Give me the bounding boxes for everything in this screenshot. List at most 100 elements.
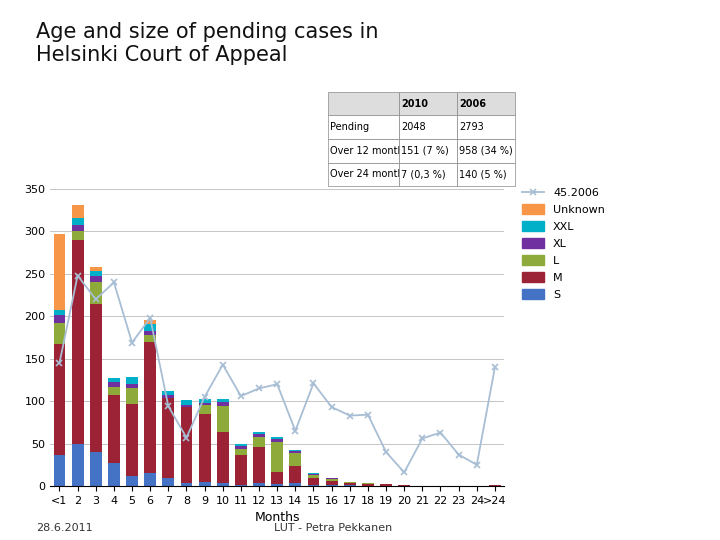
Bar [217, 406, 229, 431]
Bar [253, 437, 265, 447]
Bar [90, 303, 102, 452]
45.2006 [127, 339, 136, 346]
45.2006 [255, 385, 264, 392]
Bar [253, 483, 265, 486]
Bar [217, 402, 229, 406]
Bar [217, 483, 229, 486]
Text: 28.6.2011: 28.6.2011 [36, 523, 93, 534]
Bar [344, 483, 356, 485]
45.2006 [91, 296, 100, 302]
Bar [199, 482, 210, 486]
Bar [53, 315, 66, 323]
45.2006 [364, 411, 372, 418]
Bar [289, 465, 301, 483]
45.2006 [164, 403, 173, 409]
Bar [90, 275, 102, 282]
Bar [289, 449, 301, 451]
45.2006 [200, 394, 209, 400]
Bar [53, 310, 66, 315]
Bar [90, 282, 102, 303]
Bar [181, 483, 192, 486]
Bar [144, 320, 156, 324]
Bar [144, 324, 156, 330]
Bar [72, 205, 84, 218]
Bar [53, 323, 66, 345]
Bar [163, 391, 174, 395]
Bar [217, 431, 229, 483]
Bar [108, 382, 120, 387]
Bar [235, 455, 247, 485]
Bar [325, 479, 338, 481]
Bar [199, 399, 210, 403]
Bar [362, 483, 374, 484]
Bar [72, 218, 84, 225]
Bar [199, 406, 210, 414]
Bar [325, 485, 338, 486]
Bar [253, 434, 265, 437]
45.2006 [273, 381, 282, 387]
Bar [90, 271, 102, 275]
Text: Age and size of pending cases in
Helsinki Court of Appeal: Age and size of pending cases in Helsink… [36, 22, 379, 65]
X-axis label: Months: Months [254, 511, 300, 524]
45.2006 [472, 462, 481, 468]
Bar [108, 387, 120, 395]
Bar [181, 400, 192, 404]
Bar [90, 452, 102, 486]
Bar [144, 473, 156, 486]
Bar [271, 437, 283, 440]
Bar [53, 234, 66, 310]
45.2006 [328, 404, 336, 410]
Bar [108, 378, 120, 382]
Bar [108, 395, 120, 463]
Bar [398, 485, 410, 486]
Bar [307, 473, 320, 474]
Bar [72, 443, 84, 486]
45.2006 [346, 413, 354, 419]
Bar [53, 345, 66, 455]
Line: 45.2006: 45.2006 [57, 273, 498, 475]
Bar [253, 431, 265, 434]
45.2006 [454, 451, 463, 458]
45.2006 [55, 360, 64, 366]
Bar [163, 398, 174, 478]
Bar [235, 449, 247, 455]
Bar [108, 463, 120, 486]
45.2006 [73, 272, 82, 279]
Bar [144, 335, 156, 342]
Bar [344, 485, 356, 486]
Bar [289, 483, 301, 486]
45.2006 [309, 380, 318, 387]
Bar [235, 485, 247, 486]
Bar [72, 225, 84, 232]
Bar [289, 453, 301, 465]
Bar [307, 475, 320, 477]
Bar [126, 377, 138, 384]
Bar [489, 485, 501, 486]
Bar [90, 267, 102, 271]
Bar [253, 447, 265, 483]
Bar [72, 240, 84, 443]
Text: LUT - Petra Pekkanen: LUT - Petra Pekkanen [274, 523, 392, 534]
Bar [289, 451, 301, 453]
45.2006 [237, 393, 246, 399]
Bar [362, 484, 374, 486]
Bar [72, 232, 84, 240]
45.2006 [146, 315, 155, 321]
Bar [235, 446, 247, 449]
Bar [163, 395, 174, 398]
45.2006 [400, 469, 408, 476]
Bar [380, 484, 392, 486]
45.2006 [218, 361, 227, 368]
Bar [235, 443, 247, 446]
45.2006 [109, 279, 118, 286]
Bar [325, 481, 338, 485]
Bar [199, 403, 210, 406]
45.2006 [182, 434, 191, 441]
Bar [163, 478, 174, 486]
45.2006 [436, 429, 445, 436]
Bar [271, 471, 283, 484]
Bar [325, 478, 338, 479]
45.2006 [382, 449, 390, 455]
Bar [126, 476, 138, 486]
Bar [344, 482, 356, 483]
